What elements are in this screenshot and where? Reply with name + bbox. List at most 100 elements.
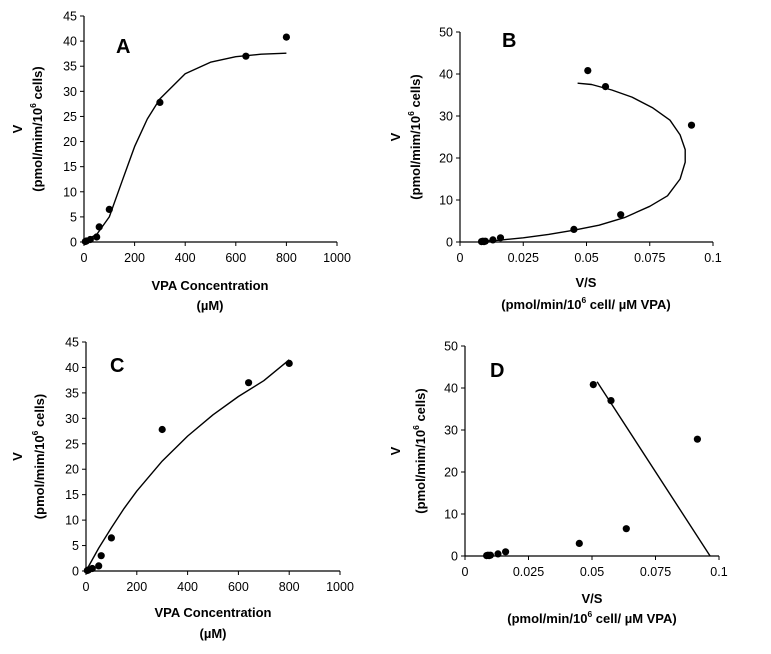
y-tick-label: 50 — [439, 26, 453, 40]
y-tick-label: 30 — [63, 85, 77, 99]
data-point — [88, 564, 96, 573]
x-tick-label: 0.025 — [508, 251, 539, 265]
y-tick-label: 35 — [63, 60, 77, 74]
data-point — [570, 225, 578, 233]
data-point — [617, 211, 625, 219]
x-tick-label: 400 — [177, 580, 198, 594]
y-tick-label: 10 — [65, 514, 79, 528]
y-axis-name: V — [388, 446, 403, 455]
y-tick-label: 40 — [63, 35, 77, 49]
x-tick-label: 0 — [457, 251, 464, 265]
data-point — [107, 534, 115, 542]
y-tick-label: 30 — [65, 412, 79, 426]
data-point — [481, 237, 489, 245]
panel-letter: A — [116, 36, 130, 58]
x-axis-unit: (µM) — [200, 626, 227, 641]
data-point — [589, 381, 597, 389]
x-axis-title: V/S — [576, 275, 597, 290]
data-point — [282, 33, 290, 41]
y-tick-label: 45 — [63, 10, 77, 24]
data-point — [622, 525, 630, 533]
panel-letter: C — [110, 355, 124, 377]
x-tick-label: 0 — [462, 565, 469, 579]
data-point — [97, 552, 105, 560]
data-point — [607, 397, 615, 405]
y-unit-sup: 6 — [411, 425, 421, 430]
x-tick-label: 0.025 — [513, 565, 544, 579]
x-tick-label: 800 — [279, 580, 300, 594]
y-axis-name: V — [388, 132, 403, 141]
data-point — [687, 121, 696, 129]
panel-c: 0 5 10 15 20 25 30 35 40 45 0 200 400 600 800 1000 C V (pm… — [10, 336, 354, 642]
x-tick-label: 1000 — [323, 251, 351, 265]
x-axis-unit: (pmol/min/106 cell/ µM VPA) — [507, 609, 676, 626]
y-unit-pre: (pmol/mim/10 — [408, 116, 423, 200]
x-tick-label: 600 — [225, 251, 246, 265]
x-tick-label: 0 — [81, 251, 88, 265]
data-point — [502, 548, 510, 556]
x-tick-label: 800 — [276, 251, 297, 265]
fit-curve — [83, 52, 287, 242]
y-axis-unit: (pmol/mim/106 cells) — [406, 74, 423, 199]
data-point — [601, 83, 610, 91]
data-point — [95, 223, 103, 231]
data-point — [575, 539, 583, 548]
y-axis-name: V — [10, 452, 25, 461]
y-unit-post: cells) — [408, 74, 423, 111]
data-point — [584, 67, 592, 75]
x-tick-label: 0.075 — [634, 251, 665, 265]
y-tick-label: 30 — [444, 424, 458, 438]
fit-curve — [596, 381, 711, 557]
y-tick-label: 45 — [65, 336, 79, 350]
data-point — [93, 233, 101, 241]
data-point — [494, 550, 502, 558]
x-tick-label: 0.05 — [574, 251, 598, 265]
y-tick-label: 40 — [439, 68, 453, 82]
y-tick-label: 25 — [63, 110, 77, 124]
x-tick-label: 0.05 — [580, 565, 604, 579]
y-tick-label: 5 — [70, 210, 77, 224]
x-unit-pre: (pmol/min/10 — [507, 611, 587, 626]
y-unit-post: cells) — [30, 66, 45, 103]
x-axis-unit: (pmol/min/106 cell/ µM VPA) — [501, 295, 670, 312]
x-axis-title: VPA Concentration — [154, 605, 271, 620]
data-point — [242, 52, 250, 60]
y-unit-post: cells) — [413, 388, 428, 425]
y-tick-label: 20 — [65, 463, 79, 477]
y-unit-post: cells) — [32, 394, 47, 431]
y-tick-label: 40 — [444, 382, 458, 396]
y-unit-sup: 6 — [28, 103, 38, 108]
y-tick-label: 10 — [63, 185, 77, 199]
y-tick-label: 5 — [72, 539, 79, 553]
y-tick-label: 10 — [444, 508, 458, 522]
y-tick-label: 20 — [444, 466, 458, 480]
y-unit-sup: 6 — [406, 111, 416, 116]
y-tick-label: 15 — [63, 160, 77, 174]
x-tick-label: 200 — [126, 580, 147, 594]
y-tick-label: 40 — [65, 361, 79, 375]
data-point — [156, 98, 164, 106]
y-tick-label: 0 — [446, 236, 453, 250]
y-tick-label: 25 — [65, 437, 79, 451]
x-tick-label: 1000 — [326, 580, 354, 594]
x-tick-label: 0.1 — [710, 565, 727, 579]
x-tick-label: 400 — [175, 251, 196, 265]
y-unit-sup: 6 — [30, 430, 40, 435]
x-axis-unit: (µM) — [197, 298, 224, 313]
panel-letter: D — [490, 360, 504, 382]
x-unit-sup: 6 — [587, 609, 592, 619]
y-tick-label: 35 — [65, 386, 79, 400]
x-tick-label: 600 — [228, 580, 249, 594]
y-unit-pre: (pmol/mim/10 — [32, 435, 47, 519]
x-tick-label: 0.1 — [704, 251, 721, 265]
x-unit-pre: (pmol/min/10 — [501, 297, 581, 312]
data-point — [496, 234, 505, 242]
y-tick-label: 0 — [72, 565, 79, 579]
data-point — [95, 562, 103, 570]
x-unit-sup: 6 — [581, 295, 586, 305]
y-unit-pre: (pmol/mim/10 — [413, 430, 428, 514]
x-axis-title: V/S — [582, 591, 603, 606]
x-unit-post: cell/ µM VPA) — [592, 611, 677, 626]
